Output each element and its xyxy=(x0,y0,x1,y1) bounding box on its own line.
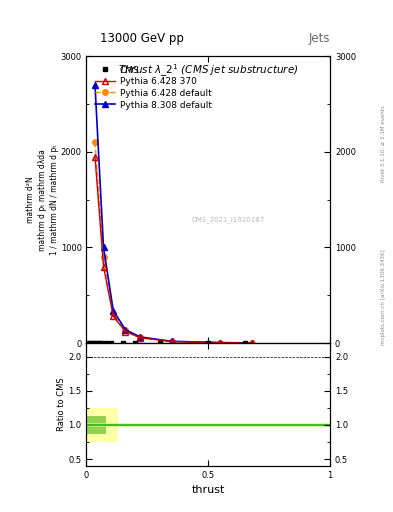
Text: 13000 GeV pp: 13000 GeV pp xyxy=(99,32,184,45)
Y-axis label: mathrm d²N
mathrm d pₜ mathrm dλda
1 / mathrm dN / mathrm d pₜ: mathrm d²N mathrm d pₜ mathrm dλda 1 / m… xyxy=(26,144,59,255)
Pythia 8.308 default xyxy=(138,334,142,340)
Line: CMS: CMS xyxy=(86,340,247,346)
Pythia 6.428 370 xyxy=(169,338,174,345)
Pythia 6.428 default xyxy=(250,340,255,346)
CMS xyxy=(92,340,96,346)
Pythia 8.308 default xyxy=(93,82,97,88)
CMS xyxy=(94,340,99,346)
Bar xyxy=(86,423,330,427)
Pythia 6.428 default xyxy=(169,338,174,345)
CMS xyxy=(121,340,125,346)
Text: mcplots.cern.ch [arXiv:1306.3436]: mcplots.cern.ch [arXiv:1306.3436] xyxy=(381,249,386,345)
Pythia 8.308 default xyxy=(123,327,128,333)
CMS xyxy=(104,340,108,346)
CMS xyxy=(89,340,94,346)
Text: CMS_2021_I1920187: CMS_2021_I1920187 xyxy=(191,217,264,223)
Pythia 6.428 default xyxy=(93,139,97,145)
Text: Rivet 3.1.10, ≥ 3.1M events: Rivet 3.1.10, ≥ 3.1M events xyxy=(381,105,386,182)
CMS xyxy=(86,340,91,346)
Pythia 8.308 default xyxy=(250,340,255,346)
CMS xyxy=(242,340,247,346)
CMS xyxy=(96,340,101,346)
Bar xyxy=(86,416,106,434)
Pythia 6.428 370 xyxy=(93,154,97,160)
Pythia 6.428 370 xyxy=(250,340,255,346)
CMS xyxy=(133,340,138,346)
Pythia 6.428 default xyxy=(111,310,116,316)
CMS xyxy=(108,340,113,346)
Line: Pythia 8.308 default: Pythia 8.308 default xyxy=(92,81,255,347)
CMS xyxy=(157,340,162,346)
Pythia 6.428 default xyxy=(218,339,223,346)
Y-axis label: Ratio to CMS: Ratio to CMS xyxy=(57,378,66,431)
Pythia 8.308 default xyxy=(111,308,116,314)
CMS xyxy=(99,340,103,346)
Pythia 8.308 default xyxy=(101,244,106,250)
Pythia 6.428 default xyxy=(138,334,142,340)
Pythia 6.428 default xyxy=(123,327,128,333)
Line: Pythia 6.428 default: Pythia 6.428 default xyxy=(92,140,255,346)
Pythia 6.428 370 xyxy=(123,329,128,335)
Pythia 6.428 370 xyxy=(138,335,142,341)
Text: Thrust $\lambda\_2^1$ (CMS jet substructure): Thrust $\lambda\_2^1$ (CMS jet substruct… xyxy=(118,62,299,79)
X-axis label: thrust: thrust xyxy=(192,485,225,495)
Pythia 6.428 370 xyxy=(111,313,116,319)
Legend: CMS, Pythia 6.428 370, Pythia 6.428 default, Pythia 8.308 default: CMS, Pythia 6.428 370, Pythia 6.428 defa… xyxy=(94,63,213,112)
Pythia 8.308 default xyxy=(218,339,223,346)
Pythia 6.428 370 xyxy=(218,339,223,346)
Pythia 8.308 default xyxy=(169,338,174,345)
Pythia 6.428 370 xyxy=(101,264,106,270)
Bar xyxy=(86,408,118,442)
CMS xyxy=(206,340,211,346)
Line: Pythia 6.428 370: Pythia 6.428 370 xyxy=(92,153,255,347)
Text: Jets: Jets xyxy=(309,32,330,45)
Pythia 6.428 default xyxy=(101,254,106,260)
